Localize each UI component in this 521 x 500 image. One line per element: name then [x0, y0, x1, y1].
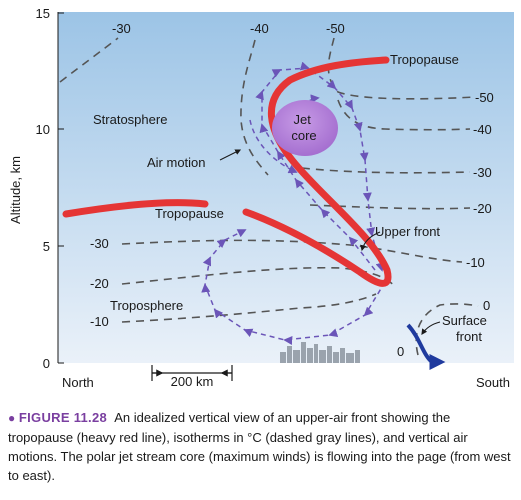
- iso-label-top-50: -50: [326, 21, 345, 36]
- y-tick-15: 15: [36, 6, 50, 21]
- iso-label-right-20: -20: [473, 201, 492, 216]
- label-tropopause-left: Tropopause: [155, 206, 224, 221]
- caption-bullet-icon: ●: [8, 411, 16, 425]
- y-tick-0: 0: [43, 356, 50, 371]
- label-stratosphere: Stratosphere: [93, 112, 167, 127]
- iso-label-left-20: -20: [90, 276, 109, 291]
- x-label-north: North: [62, 375, 94, 390]
- iso-label-right-50: -50: [475, 90, 494, 105]
- y-tick-10: 10: [36, 122, 50, 137]
- label-tropopause-right: Tropopause: [390, 52, 459, 67]
- iso-label-right-30: -30: [473, 165, 492, 180]
- label-surface-front: Surface front: [442, 313, 490, 344]
- iso-label-right-0: 0: [483, 298, 490, 313]
- city-skyline-icon: [280, 342, 360, 363]
- surface-front-leader: [421, 321, 441, 335]
- air-motion-leader: [219, 149, 242, 161]
- figure-caption: ● FIGURE 11.28 An idealized vertical vie…: [8, 408, 516, 485]
- air-motion-outer-loop: [255, 61, 385, 272]
- iso-label-left-30: -30: [90, 236, 109, 251]
- y-tick-5: 5: [43, 239, 50, 254]
- scale-bar-label: 200 km: [171, 374, 214, 389]
- tropopause-left: [62, 199, 209, 218]
- label-troposphere: Troposphere: [110, 298, 183, 313]
- upper-front-leader: [360, 231, 381, 252]
- surface-front-curve: [406, 323, 446, 370]
- isotherm-r-30: [301, 167, 471, 174]
- y-axis-ticks: [58, 12, 64, 364]
- iso-label-right-10: -10: [466, 255, 485, 270]
- label-upper-front: Upper front: [375, 224, 440, 239]
- isotherm-top-a: [59, 37, 119, 83]
- air-motion-lower-loop: [201, 229, 386, 345]
- iso-label-right-40: -40: [473, 122, 492, 137]
- caption-text: An idealized vertical view of an upper-a…: [8, 410, 511, 483]
- isotherm-top-b: [240, 39, 269, 176]
- caption-figure-label: FIGURE 11.28: [18, 410, 108, 425]
- label-air-motion: Air motion: [147, 155, 206, 170]
- isotherm-r-10: [121, 239, 463, 263]
- x-label-south: South: [476, 375, 510, 390]
- y-axis-label: Altitude, km: [8, 156, 23, 224]
- scale-bar: [151, 365, 233, 381]
- iso-label-top-40: -40: [250, 21, 269, 36]
- jet-core-label: Jet core: [291, 112, 316, 143]
- jet-core: [272, 100, 338, 156]
- air-motion-left-drop: [249, 119, 298, 174]
- upper-air-front-diagram: 0 5 10 15 Altitude, km North South 200 k…: [8, 6, 514, 390]
- iso-label-left-10: -10: [90, 314, 109, 329]
- iso-label-bottom-0: 0: [397, 344, 404, 359]
- tropopause-fold: [242, 56, 392, 287]
- iso-label-top-30: -30: [112, 21, 131, 36]
